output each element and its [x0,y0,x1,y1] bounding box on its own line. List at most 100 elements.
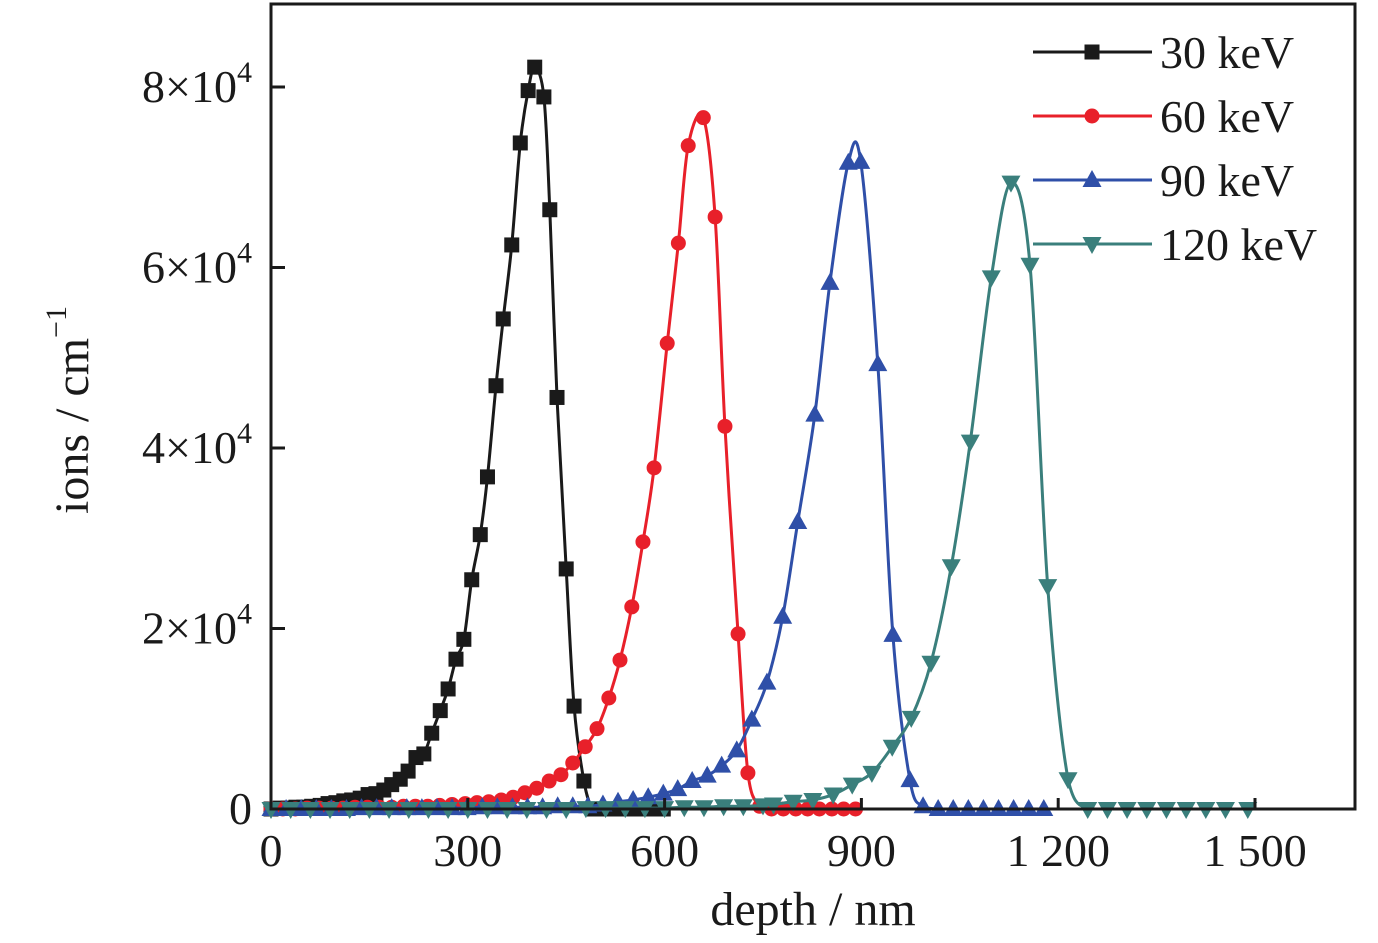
data-point [868,354,888,372]
data-point [783,794,803,812]
data-point [529,780,545,796]
data-point [727,740,747,758]
data-point [882,739,902,757]
x-tick-label: 1 500 [1203,825,1307,876]
data-point [941,559,961,577]
data-point [440,681,456,697]
legend-item-120-kev: 120 keV [1033,219,1317,270]
data-point [505,789,521,805]
data-point [553,767,569,783]
data-point [541,773,557,789]
data-point [682,771,702,789]
y-tick-label-base: 8×10 [142,61,237,112]
data-point [862,765,882,783]
data-point [653,783,673,801]
x-tick-label: 300 [433,825,502,876]
data-point [670,235,686,251]
data-point [504,237,520,253]
y-tick-label-exponent: 4 [237,56,252,89]
data-point [576,773,592,789]
plot-frame [269,2,1357,811]
legend: 30 keV 60 keV 90 keV 120 keV [1033,27,1317,270]
legend-item-60-kev: 60 keV [1033,91,1294,142]
data-point [742,709,762,727]
data-point [668,779,688,797]
data-point [820,272,840,290]
data-point [901,710,921,728]
data-point [495,311,511,327]
legend-label: 90 keV [1160,155,1294,206]
y-tick-label-base: 0 [229,783,252,834]
data-point [697,765,717,783]
legend-item-90-kev: 90 keV [1033,155,1294,206]
data-point [763,797,783,815]
data-point [416,746,432,762]
data-point [566,698,582,714]
data-point [517,785,533,801]
data-point [488,378,504,394]
data-point [851,151,871,169]
data-point [558,561,574,577]
y-tick-label-exponent: 4 [237,237,252,270]
y-tick-label-base: 2×10 [142,603,237,654]
y-axis-title: ions / cm−1 [40,306,99,514]
y-tick-label-base: 6×10 [142,242,237,293]
data-point [527,59,543,75]
data-point [730,626,746,642]
data-point [432,703,448,719]
data-point [512,135,528,151]
data-point [1058,772,1078,790]
data-point [740,765,756,781]
data-point [400,763,416,779]
y-axis-title-base: ions / cm [46,338,99,514]
y-tick-label-exponent: 4 [237,417,252,450]
series-90-kev [261,140,1054,816]
data-point [883,624,903,642]
data-point [842,777,862,795]
data-point [913,796,933,814]
y-tick-label: 2×104 [142,598,252,654]
legend-marker [1084,108,1100,124]
data-point [757,672,777,690]
legend-marker [1084,44,1100,60]
legend-label: 30 keV [1160,27,1294,78]
data-point [712,755,732,773]
data-point [635,534,651,550]
data-point [520,83,536,99]
data-point [601,690,617,706]
data-point [838,152,858,170]
data-point [456,631,472,647]
data-point [549,389,565,405]
data-point [577,739,593,755]
data-point [803,792,823,810]
data-point [805,404,825,422]
data-point [788,512,808,530]
data-point [612,652,628,668]
y-axis-title-exponent: −1 [40,306,73,338]
data-point [1020,257,1040,275]
legend-marker [1082,170,1102,187]
x-tick-label: 600 [630,825,699,876]
data-point [1038,579,1058,597]
series-layer [261,59,1258,819]
y-tick-label: 4×104 [142,417,252,473]
y-tick-label-exponent: 4 [237,598,252,631]
x-tick-label: 900 [827,825,896,876]
series-line [271,140,1044,811]
data-point [479,469,495,485]
x-axis-title: depth / nm [710,883,915,936]
data-point [773,606,793,624]
legend-label: 60 keV [1160,91,1294,142]
data-point [536,89,552,105]
series-60-kev [263,110,863,817]
y-tick-label: 0 [229,783,252,834]
data-point [695,110,711,126]
y-tick-label: 6×104 [142,237,252,293]
series-line [271,112,856,811]
y-tick-label-base: 4×10 [142,422,237,473]
series-line [271,181,1248,811]
x-tick-label: 1 200 [1006,825,1110,876]
ticks-layer: 0 300 600 900 1 200 1 50002×1044×1046×1048×10… [142,56,1307,876]
legend-marker [1082,237,1102,254]
